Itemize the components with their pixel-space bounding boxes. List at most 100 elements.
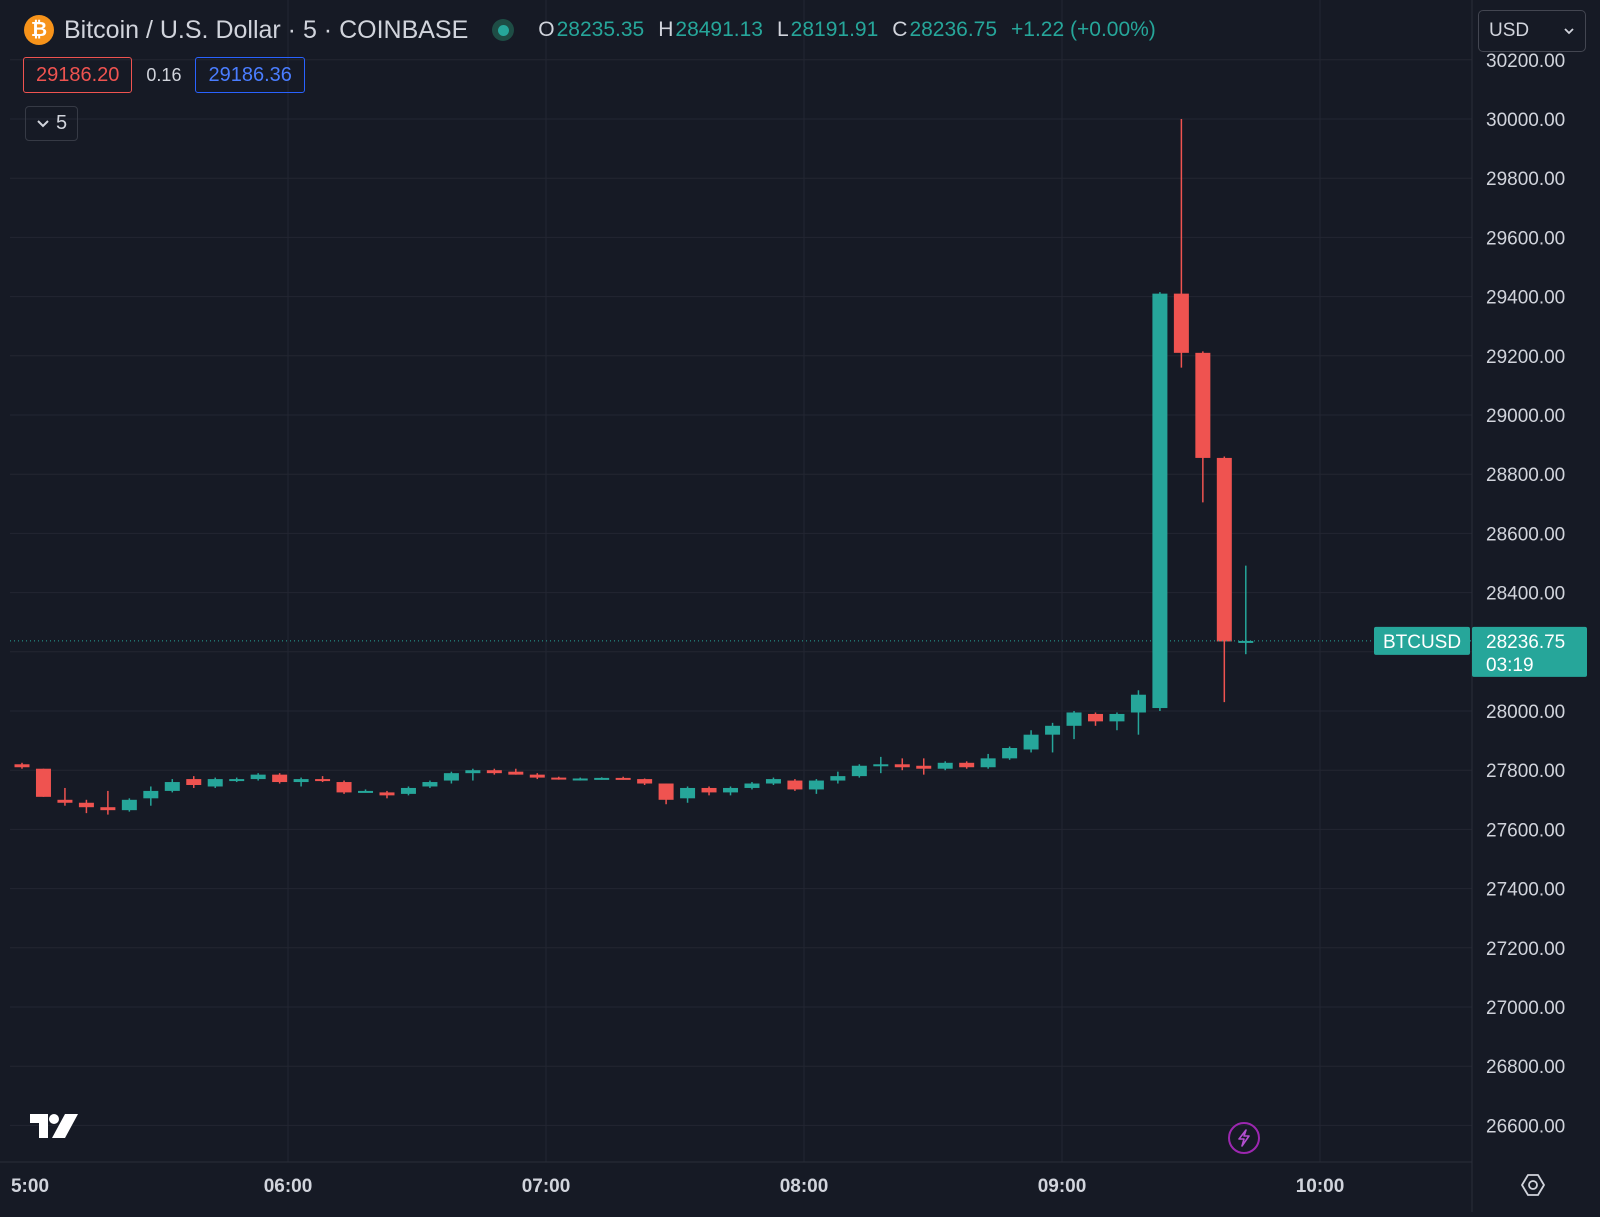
candle[interactable]: [336, 780, 352, 794]
candle[interactable]: [422, 780, 438, 788]
candle[interactable]: [35, 768, 51, 797]
candle-body: [959, 762, 975, 768]
candle-body: [572, 778, 588, 781]
candle[interactable]: [14, 762, 30, 769]
candle[interactable]: [272, 773, 288, 784]
currency-select[interactable]: USD: [1478, 10, 1586, 52]
candle[interactable]: [615, 776, 631, 780]
price-tick-label: 29000.00: [1486, 406, 1565, 427]
candle[interactable]: [143, 786, 159, 806]
candle-body: [937, 762, 953, 769]
interval-toggle[interactable]: 5: [25, 106, 78, 141]
symbol-tag: BTCUSD: [1374, 626, 1470, 655]
chevron-down-icon: [37, 119, 49, 127]
live-status-dot-icon[interactable]: [492, 19, 515, 41]
candle-body: [57, 799, 73, 803]
price-tick-label: 30000.00: [1486, 110, 1565, 131]
candle[interactable]: [1066, 711, 1082, 740]
candle[interactable]: [400, 786, 416, 796]
candle[interactable]: [100, 790, 116, 815]
bitcoin-icon: ₿: [24, 15, 54, 45]
candle-body: [35, 768, 51, 797]
candle-body: [701, 787, 717, 793]
candle-body: [272, 774, 288, 783]
candle[interactable]: [1002, 746, 1018, 760]
candle[interactable]: [1109, 712, 1125, 731]
candle[interactable]: [894, 758, 910, 771]
candle[interactable]: [358, 789, 374, 793]
gear-icon[interactable]: [1518, 1170, 1548, 1200]
candle-body: [315, 779, 331, 782]
time-axis[interactable]: 5:00 06:00 07:00 08:00 09:00 10:00: [11, 1176, 1344, 1197]
price-tick-label: 28800.00: [1486, 465, 1565, 486]
candle[interactable]: [121, 798, 137, 812]
candle-body: [894, 764, 910, 768]
candle[interactable]: [658, 783, 674, 805]
candle[interactable]: [808, 779, 824, 794]
candle-body: [980, 758, 996, 768]
candle-body: [336, 782, 352, 793]
candle[interactable]: [1088, 712, 1103, 726]
candle-body: [229, 779, 245, 782]
candle[interactable]: [787, 779, 803, 791]
candle[interactable]: [443, 771, 459, 784]
candle[interactable]: [508, 768, 524, 775]
candle-body: [207, 779, 223, 787]
candle[interactable]: [723, 786, 739, 796]
bar-countdown-label: 03:19: [1486, 655, 1534, 676]
candle[interactable]: [765, 777, 781, 785]
candle[interactable]: [851, 764, 867, 778]
candle[interactable]: [1045, 722, 1061, 753]
candle-body: [508, 771, 524, 775]
price-tick-label: 27000.00: [1486, 998, 1565, 1019]
candle[interactable]: [1195, 351, 1211, 503]
candle[interactable]: [959, 761, 975, 769]
candle[interactable]: [830, 771, 846, 784]
candle[interactable]: [572, 777, 588, 781]
candle[interactable]: [594, 777, 610, 780]
candle[interactable]: [57, 787, 73, 806]
candle[interactable]: [207, 777, 223, 788]
candle[interactable]: [293, 777, 309, 787]
candle[interactable]: [1023, 730, 1039, 753]
symbol-title[interactable]: Bitcoin / U.S. Dollar · 5 · COINBASE: [64, 15, 469, 44]
candle[interactable]: [465, 768, 481, 781]
candle[interactable]: [873, 756, 889, 774]
candles: [14, 119, 1254, 815]
candle[interactable]: [486, 768, 502, 775]
tradingview-logo-icon[interactable]: [28, 1112, 80, 1145]
buy-button[interactable]: 29186.36: [195, 57, 305, 93]
candle[interactable]: [379, 790, 395, 799]
candle[interactable]: [1216, 456, 1232, 703]
candle[interactable]: [1152, 292, 1168, 711]
price-axis[interactable]: 30200.00 30000.00 29800.00 29600.00 29400.00…: [1486, 51, 1565, 1138]
candle[interactable]: [980, 753, 996, 769]
candle[interactable]: [1130, 690, 1146, 735]
sell-button[interactable]: 29186.20: [23, 57, 133, 93]
candle[interactable]: [229, 777, 245, 783]
candle[interactable]: [937, 761, 953, 771]
candle[interactable]: [701, 786, 717, 796]
candle[interactable]: [916, 758, 932, 775]
candle[interactable]: [1238, 565, 1254, 655]
candle[interactable]: [1173, 119, 1189, 368]
candle[interactable]: [744, 782, 760, 790]
candle-body: [615, 777, 631, 780]
candle[interactable]: [78, 799, 94, 814]
candle-body: [744, 783, 760, 788]
candle-body: [100, 807, 116, 811]
candle[interactable]: [637, 778, 653, 785]
lightning-icon[interactable]: [1228, 1122, 1260, 1154]
candle[interactable]: [315, 776, 331, 783]
candle[interactable]: [529, 773, 545, 780]
candle-body: [443, 773, 459, 781]
price-tick-label: 29800.00: [1486, 169, 1565, 190]
candle[interactable]: [250, 773, 266, 781]
candle[interactable]: [164, 779, 180, 793]
candle[interactable]: [186, 776, 202, 788]
candle[interactable]: [551, 776, 567, 780]
candle-body: [121, 799, 137, 811]
candle[interactable]: [680, 786, 696, 803]
